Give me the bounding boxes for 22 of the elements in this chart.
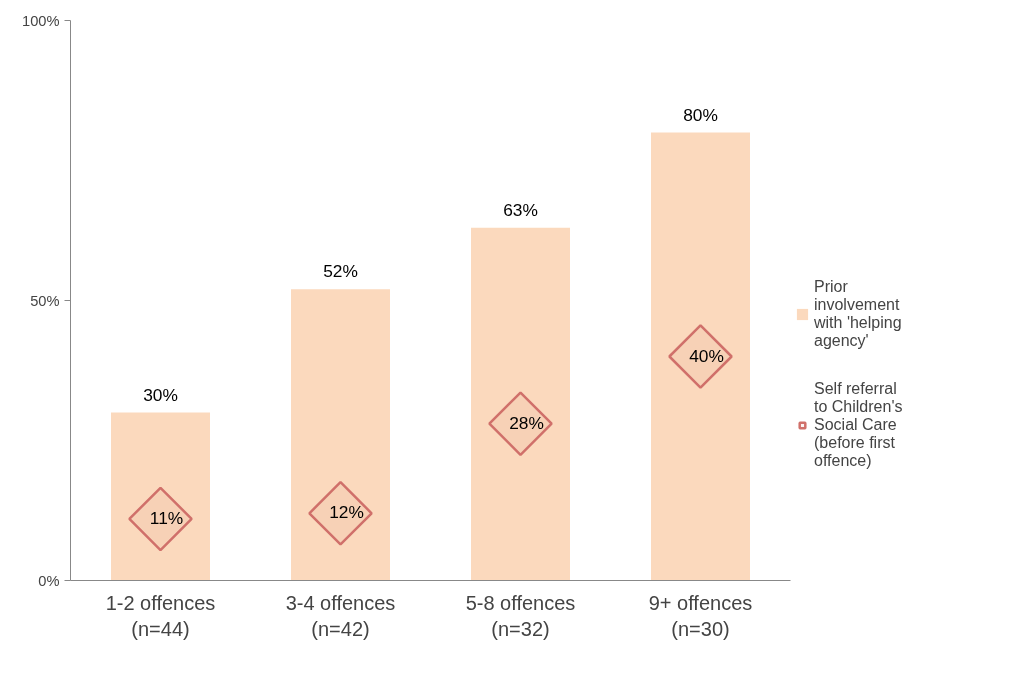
x-tick-label: 1-2 offences (n=44) <box>105 591 216 640</box>
bar <box>291 289 390 581</box>
bar <box>651 132 750 581</box>
legend-label: Self referral to Children's Social Care (before first offence) <box>814 380 903 470</box>
y-tick-label: 100% <box>22 12 60 29</box>
y-tick-label: 50% <box>30 292 60 309</box>
data-label: 63% <box>503 199 538 220</box>
data-label: 40% <box>689 345 724 366</box>
bar <box>111 412 210 581</box>
point <box>308 480 373 546</box>
x-tick-label: 5-8 offences (n=32) <box>465 591 576 640</box>
data-label: 28% <box>509 412 544 433</box>
x-tick-label: 9+ offences (n=30) <box>648 591 753 640</box>
bar <box>471 227 570 581</box>
data-label: 30% <box>143 384 178 405</box>
data-label: 12% <box>329 502 364 523</box>
legend-label: Prior involvement with 'helping agency' <box>814 278 902 350</box>
data-label: 11% <box>149 507 184 528</box>
data-label: 52% <box>323 261 358 282</box>
x-tick-label: 3-4 offences (n=42) <box>285 591 396 640</box>
data-label: 80% <box>683 104 718 125</box>
y-tick-label: 0% <box>38 572 60 589</box>
